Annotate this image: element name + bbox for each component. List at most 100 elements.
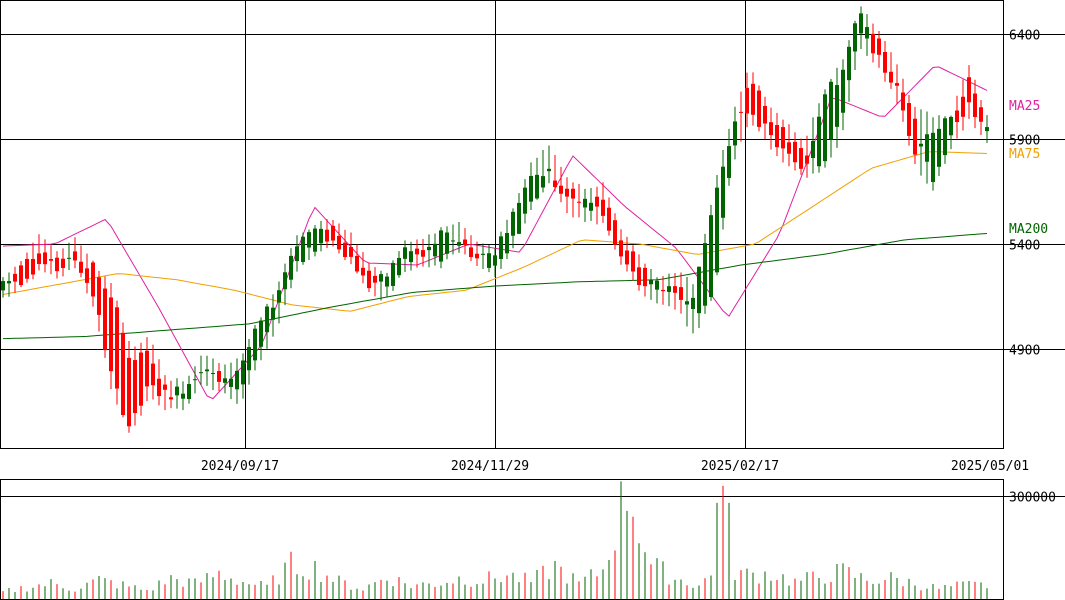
- candle-body: [511, 211, 515, 236]
- candle-body: [631, 251, 635, 272]
- candle-body: [571, 188, 575, 199]
- date-tick-label: 2025/05/01: [951, 459, 1029, 474]
- candle-body: [403, 247, 407, 259]
- candle-body: [517, 202, 521, 234]
- candle-body: [127, 357, 131, 427]
- candle-body: [661, 289, 665, 292]
- candle-body: [709, 215, 713, 298]
- candle-body: [853, 23, 857, 52]
- candle-body: [955, 110, 959, 123]
- date-axis-labels: 2024/09/17 2024/11/29 2025/02/17 2025/05/01: [201, 459, 1029, 474]
- candle-body: [847, 46, 851, 81]
- candle-body: [499, 236, 503, 259]
- candle-body: [343, 242, 347, 258]
- candle-body: [823, 94, 827, 162]
- candle-body: [487, 253, 491, 268]
- candle-body: [943, 118, 947, 156]
- candle-body: [337, 235, 341, 250]
- candle-body: [421, 250, 425, 257]
- candle-body: [109, 297, 113, 372]
- price-tick-label: 5400: [1009, 239, 1040, 254]
- candle-body: [913, 118, 917, 155]
- candle-body: [61, 258, 65, 269]
- candle-body: [895, 83, 899, 86]
- candle-body: [25, 258, 29, 279]
- candle-body: [283, 272, 287, 290]
- candle-body: [457, 242, 461, 246]
- candle-body: [427, 246, 431, 251]
- candle-body: [481, 253, 485, 255]
- candle-body: [733, 121, 737, 146]
- candle-body: [877, 38, 881, 55]
- candle-body: [799, 148, 803, 169]
- candle-body: [949, 116, 953, 136]
- candle-body: [493, 255, 497, 266]
- candle-body: [79, 261, 83, 273]
- candle-body: [721, 166, 725, 218]
- candle-body: [307, 232, 311, 248]
- candle-body: [787, 142, 791, 154]
- volume-panel: 300000: [0, 479, 1065, 600]
- candle-body: [931, 132, 935, 182]
- candle-body: [691, 297, 695, 310]
- candle-body: [301, 236, 305, 262]
- candle-body: [751, 83, 755, 115]
- candle-body: [469, 247, 473, 258]
- candle-body: [835, 85, 839, 127]
- candle-body: [679, 287, 683, 300]
- candle-body: [13, 273, 17, 282]
- candle-body: [277, 290, 281, 303]
- candle-body: [289, 255, 293, 280]
- candle-body: [673, 286, 677, 293]
- candle-body: [811, 140, 815, 158]
- candle-body: [529, 175, 533, 202]
- candle-body: [67, 257, 71, 259]
- candle-body: [817, 116, 821, 167]
- volume-bar-series: [2, 481, 988, 599]
- candle-body: [265, 306, 269, 333]
- ma-legend-label: MA75: [1009, 147, 1040, 162]
- candle-body: [451, 240, 455, 242]
- price-tick-label: 6400: [1009, 29, 1040, 44]
- candle-body: [223, 378, 227, 383]
- candle-body: [217, 371, 221, 382]
- candle-body: [259, 320, 263, 347]
- volume-axis-labels: 300000: [1009, 491, 1056, 506]
- ma-legend-label: MA200: [1009, 222, 1048, 237]
- candle-body: [757, 90, 761, 127]
- date-tick-label: 2024/11/29: [451, 459, 529, 474]
- candle-body: [805, 155, 809, 164]
- candle-body: [355, 255, 359, 272]
- candle-body: [901, 92, 905, 111]
- candle-body: [349, 246, 353, 257]
- candle-body: [43, 252, 47, 265]
- candle-body: [463, 239, 467, 246]
- candle-body: [793, 141, 797, 163]
- candle-body: [559, 185, 563, 194]
- candle-body: [193, 379, 197, 381]
- candle-body: [235, 370, 239, 390]
- candle-body: [85, 268, 89, 283]
- candle-body: [163, 384, 167, 390]
- candle-body: [175, 386, 179, 396]
- price-axis-labels: 6400 5900 5400 4900: [1009, 29, 1040, 359]
- candle-body: [7, 281, 11, 284]
- candle-body: [439, 230, 443, 262]
- candle-body: [919, 143, 923, 147]
- candle-body: [121, 332, 125, 416]
- candle-body: [625, 250, 629, 265]
- ma-line-ma75: [2, 151, 988, 312]
- volume-tick-label: 300000: [1009, 491, 1056, 506]
- candle-body: [781, 127, 785, 149]
- candle-body: [385, 276, 389, 287]
- candle-body: [547, 168, 551, 172]
- candle-body: [775, 125, 779, 148]
- candle-body: [607, 207, 611, 231]
- candle-body: [73, 251, 77, 261]
- candle-body: [253, 328, 257, 361]
- candlestick-series: [1, 6, 989, 433]
- candle-body: [841, 69, 845, 113]
- candle-body: [565, 188, 569, 197]
- candle-body: [397, 257, 401, 276]
